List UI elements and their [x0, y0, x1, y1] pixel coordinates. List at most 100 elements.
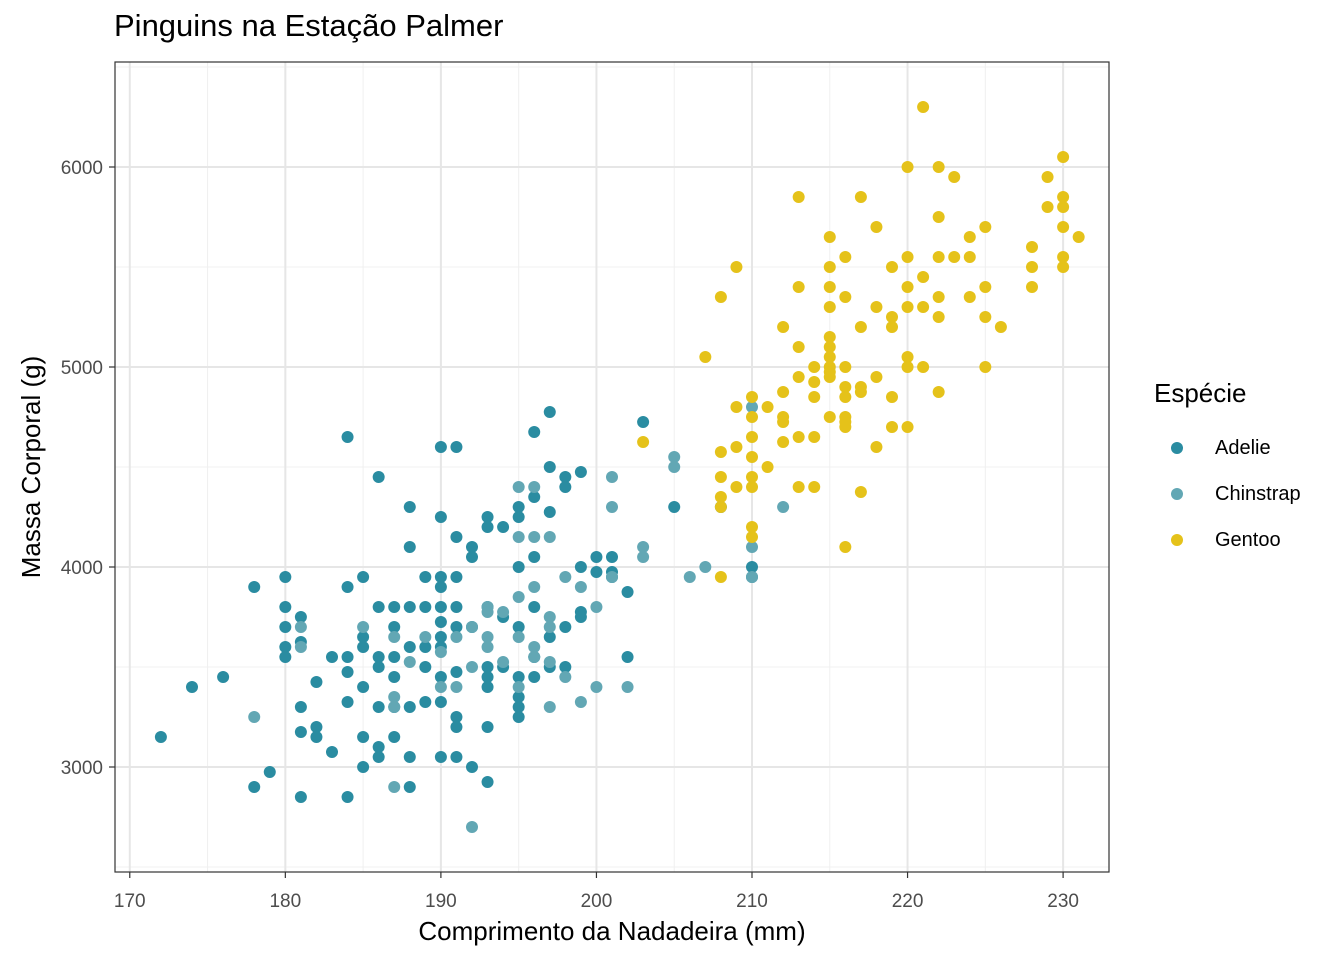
data-point: [434, 511, 447, 523]
data-point: [854, 321, 867, 333]
data-point: [606, 571, 618, 583]
data-point: [792, 191, 805, 203]
data-point: [699, 351, 712, 363]
chart-title: Pinguins na Estação Palmer: [114, 8, 504, 43]
data-point: [543, 611, 556, 623]
x-tick-label: 210: [736, 891, 768, 912]
legend-label: Adelie: [1215, 436, 1271, 459]
data-point: [388, 781, 401, 793]
data-point: [901, 421, 914, 433]
data-point: [388, 651, 401, 663]
data-point: [792, 341, 805, 353]
data-point: [730, 481, 743, 493]
legend-marker: [1171, 488, 1183, 500]
data-point: [294, 791, 307, 803]
data-point: [279, 621, 292, 633]
data-point: [963, 231, 976, 243]
data-point: [310, 676, 323, 688]
data-point: [466, 821, 478, 833]
legend-title: Espécie: [1154, 378, 1247, 408]
data-point: [341, 581, 354, 593]
data-point: [481, 661, 494, 673]
data-point: [481, 631, 494, 643]
y-tick-label: 4000: [61, 558, 103, 579]
data-point: [714, 571, 727, 583]
data-point: [559, 621, 572, 633]
data-point: [901, 161, 914, 173]
data-point: [450, 666, 463, 678]
data-point: [574, 696, 587, 708]
x-tick-label: 190: [425, 891, 457, 912]
data-point: [917, 301, 930, 313]
data-point: [870, 371, 883, 383]
data-point: [746, 401, 758, 413]
data-point: [932, 251, 945, 263]
data-point: [248, 711, 261, 723]
data-point: [512, 501, 525, 513]
data-point: [854, 386, 867, 398]
legend: Espécie Adelie Chinstrap Gentoo: [1154, 378, 1301, 563]
data-point: [777, 436, 790, 448]
data-point: [341, 666, 354, 678]
data-point: [870, 301, 883, 313]
data-point: [481, 681, 494, 693]
axis-ticks: 170 180 190 200 210 220 230 3000 4000 5000 6000: [61, 158, 1079, 912]
data-point: [357, 641, 370, 653]
data-point: [388, 691, 401, 703]
data-point: [434, 616, 447, 628]
data-point: [823, 411, 836, 423]
data-point: [403, 501, 416, 513]
data-point: [481, 521, 494, 533]
data-point: [854, 191, 867, 203]
data-point: [823, 351, 836, 363]
data-point: [279, 651, 292, 663]
data-point: [870, 441, 883, 453]
data-point: [808, 481, 821, 493]
data-point: [979, 311, 992, 323]
data-point: [839, 541, 852, 553]
data-point: [512, 531, 525, 543]
data-point: [1072, 231, 1085, 243]
data-point: [543, 631, 556, 643]
data-point: [746, 431, 758, 443]
data-point: [746, 541, 758, 553]
data-point: [403, 781, 416, 793]
data-point: [714, 501, 727, 513]
data-point: [621, 586, 634, 598]
data-point: [357, 731, 370, 743]
data-point: [574, 611, 587, 623]
data-point: [746, 531, 758, 543]
data-point: [450, 631, 463, 643]
data-point: [823, 331, 836, 343]
data-point: [761, 461, 774, 473]
data-point: [901, 281, 914, 293]
data-point: [730, 401, 743, 413]
data-point: [559, 471, 572, 483]
data-point: [917, 361, 930, 373]
data-point: [217, 671, 230, 683]
data-point: [528, 491, 541, 503]
data-point: [419, 641, 432, 653]
data-point: [683, 571, 696, 583]
data-point: [668, 451, 681, 463]
data-point: [450, 531, 463, 543]
data-point: [279, 571, 292, 583]
data-point: [294, 726, 307, 738]
data-point: [403, 541, 416, 553]
data-point: [637, 436, 650, 448]
y-axis-title: Massa Corporal (g): [16, 356, 46, 579]
data-point: [808, 391, 821, 403]
data-point: [357, 681, 370, 693]
data-point: [481, 721, 494, 733]
data-point: [823, 281, 836, 293]
y-tick-label: 5000: [61, 358, 103, 379]
data-point: [466, 551, 478, 563]
data-point: [746, 391, 758, 403]
data-point: [792, 371, 805, 383]
data-point: [808, 361, 821, 373]
data-point: [450, 441, 463, 453]
data-point: [590, 601, 603, 613]
data-point: [901, 301, 914, 313]
data-point: [294, 611, 307, 623]
